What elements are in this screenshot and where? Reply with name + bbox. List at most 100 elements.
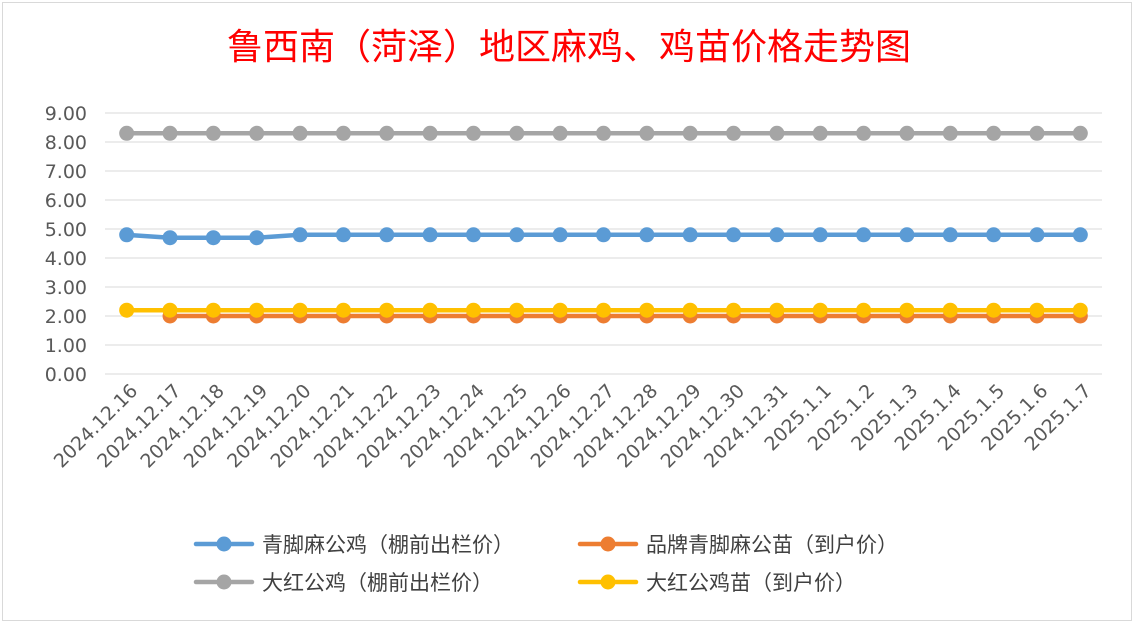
- data-point: [509, 227, 525, 243]
- data-point: [509, 125, 525, 141]
- data-point: [986, 227, 1002, 243]
- data-point: [335, 302, 351, 318]
- data-point: [509, 302, 525, 318]
- data-point: [205, 125, 221, 141]
- y-tick-label: 1.00: [45, 335, 87, 357]
- data-point: [726, 125, 742, 141]
- chart-title: 鲁西南（菏泽）地区麻鸡、鸡苗价格走势图: [227, 27, 911, 68]
- data-point: [422, 227, 438, 243]
- data-point: [1029, 302, 1045, 318]
- data-point: [1072, 302, 1088, 318]
- y-tick-label: 4.00: [45, 248, 87, 270]
- data-point: [596, 302, 611, 318]
- data-point: [465, 227, 481, 243]
- data-point: [292, 125, 308, 141]
- data-point: [465, 125, 481, 141]
- data-point: [812, 302, 828, 318]
- data-point: [1072, 227, 1088, 243]
- data-point: [205, 230, 221, 246]
- data-point: [205, 302, 221, 318]
- data-point: [552, 302, 568, 318]
- data-point: [119, 302, 135, 318]
- y-tick-label: 2.00: [45, 306, 87, 328]
- data-point: [422, 125, 438, 141]
- data-point: [552, 125, 568, 141]
- y-tick-label: 8.00: [45, 132, 87, 154]
- data-point: [119, 125, 135, 141]
- data-point: [249, 125, 265, 141]
- data-point: [986, 125, 1002, 141]
- data-point: [249, 302, 265, 318]
- data-point: [899, 302, 915, 318]
- y-tick-label: 9.00: [45, 103, 87, 125]
- legend-label: 大红公鸡苗（到户价）: [646, 571, 856, 595]
- data-point: [899, 227, 915, 243]
- data-point: [942, 227, 958, 243]
- legend-entry[interactable]: 大红公鸡苗（到户价）: [577, 571, 856, 595]
- data-point: [899, 125, 915, 141]
- legend-entry[interactable]: 品牌青脚麻公苗（到户价）: [577, 533, 898, 557]
- data-point: [682, 227, 698, 243]
- data-point: [379, 302, 395, 318]
- legend-marker: [216, 536, 232, 552]
- data-point: [422, 302, 438, 318]
- data-point: [639, 227, 655, 243]
- data-point: [119, 227, 135, 243]
- data-point: [162, 302, 178, 318]
- data-point: [1072, 125, 1088, 141]
- series-0: [119, 227, 1088, 246]
- data-point: [769, 227, 785, 243]
- data-point: [162, 125, 178, 141]
- y-axis-ticks: 0.00 1.00 2.00 3.00 4.00 5.00 6.00 7.00 8.00 9.00: [45, 103, 87, 386]
- data-point: [249, 230, 265, 246]
- legend-label: 青脚麻公鸡（棚前出栏价）: [262, 533, 514, 557]
- legend-entry[interactable]: 青脚麻公鸡（棚前出栏价）: [193, 533, 514, 557]
- data-point: [856, 302, 872, 318]
- legend-marker: [216, 574, 232, 590]
- data-point: [726, 227, 742, 243]
- legend-entry[interactable]: 大红公鸡（棚前出栏价）: [193, 571, 493, 595]
- data-point: [986, 302, 1002, 318]
- y-tick-label: 3.00: [45, 277, 87, 299]
- data-point: [379, 125, 395, 141]
- legend-label: 大红公鸡（棚前出栏价）: [262, 571, 493, 595]
- data-point: [162, 230, 178, 246]
- data-point: [292, 302, 308, 318]
- data-point: [552, 227, 568, 243]
- series-3: [119, 302, 1088, 318]
- data-point: [682, 125, 698, 141]
- data-point: [769, 125, 785, 141]
- data-point: [812, 227, 828, 243]
- x-axis-ticks: 2024.12.162024.12.172024.12.182024.12.19…: [50, 380, 1096, 472]
- data-point: [856, 227, 872, 243]
- data-point: [682, 302, 698, 318]
- y-tick-label: 0.00: [45, 364, 87, 386]
- data-point: [379, 227, 395, 243]
- legend: 青脚麻公鸡（棚前出栏价） 品牌青脚麻公苗（到户价） 大红公鸡（棚前出栏价） 大红公鸡苗…: [193, 533, 898, 595]
- data-point: [639, 302, 655, 318]
- series-2: [119, 125, 1088, 141]
- legend-marker: [600, 536, 616, 552]
- data-point: [942, 302, 958, 318]
- data-point: [856, 125, 872, 141]
- data-point: [465, 302, 481, 318]
- data-point: [596, 125, 611, 141]
- y-tick-label: 6.00: [45, 190, 87, 212]
- series-layer: [119, 125, 1088, 324]
- data-point: [1029, 125, 1045, 141]
- data-point: [596, 227, 611, 243]
- data-point: [292, 227, 308, 243]
- legend-label: 品牌青脚麻公苗（到户价）: [646, 533, 898, 557]
- data-point: [335, 125, 351, 141]
- y-tick-label: 7.00: [45, 161, 87, 183]
- data-point: [769, 302, 785, 318]
- y-tick-label: 5.00: [45, 219, 87, 241]
- data-point: [335, 227, 351, 243]
- data-point: [726, 302, 742, 318]
- grid-lines: [105, 112, 1102, 375]
- data-point: [639, 125, 655, 141]
- data-point: [812, 125, 828, 141]
- data-point: [1029, 227, 1045, 243]
- legend-marker: [600, 574, 616, 590]
